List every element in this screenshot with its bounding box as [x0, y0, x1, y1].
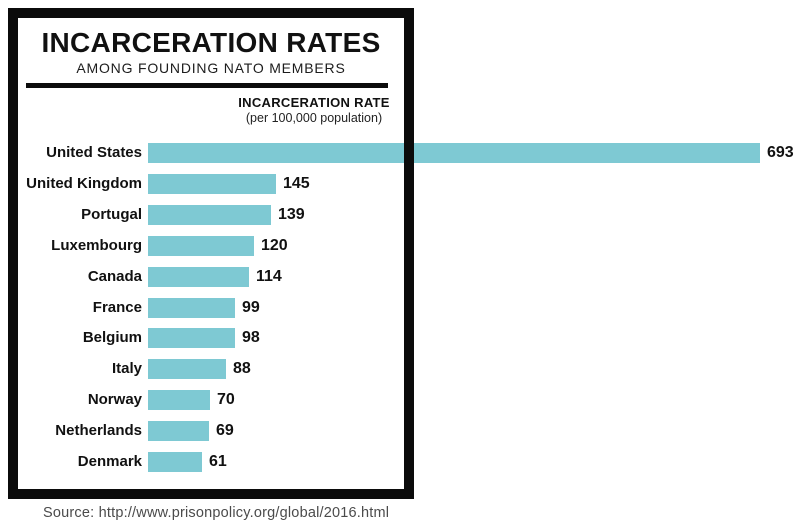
country-label: France	[92, 299, 142, 316]
value-label: 145	[283, 175, 310, 192]
country-label: Norway	[87, 391, 142, 408]
country-label: United Kingdom	[26, 175, 142, 192]
axis-title: INCARCERATION RATE	[238, 95, 390, 110]
bar	[148, 236, 254, 256]
bar	[148, 390, 210, 410]
bar	[148, 328, 235, 348]
value-label: 88	[233, 360, 251, 377]
header: INCARCERATION RATES AMONG FOUNDING NATO …	[18, 27, 404, 77]
bar	[148, 421, 209, 441]
axis-label-block: INCARCERATION RATE (per 100,000 populati…	[228, 95, 400, 125]
axis-subtitle: (per 100,000 population)	[245, 111, 383, 125]
value-label: 70	[217, 391, 235, 408]
country-label: Portugal	[81, 206, 142, 223]
value-label: 693	[767, 144, 794, 161]
source-citation: Source: http://www.prisonpolicy.org/glob…	[43, 505, 390, 521]
value-label: 61	[209, 453, 227, 470]
chart-row: France 99	[0, 298, 800, 318]
chart-row: Belgium 98	[0, 328, 800, 348]
value-label: 120	[261, 237, 288, 254]
chart-row: Italy 88	[0, 359, 800, 379]
chart-row: United Kingdom 145	[0, 174, 800, 194]
value-label: 69	[216, 422, 234, 439]
value-label: 139	[278, 206, 305, 223]
country-label: Belgium	[82, 329, 142, 346]
country-label: Denmark	[77, 453, 142, 470]
country-label: Luxembourg	[51, 237, 142, 254]
chart-row: Canada 114	[0, 267, 800, 287]
chart-row: Norway 70	[0, 390, 800, 410]
country-label: Italy	[111, 360, 142, 377]
chart-row: Luxembourg 120	[0, 236, 800, 256]
bar	[148, 359, 226, 379]
value-label: 98	[242, 329, 260, 346]
chart-row: Portugal 139	[0, 205, 800, 225]
bar	[148, 298, 235, 318]
value-label: 99	[242, 299, 260, 316]
country-label: Canada	[87, 268, 142, 285]
country-label: Netherlands	[55, 422, 142, 439]
bar	[148, 452, 202, 472]
chart-row: Denmark 61	[0, 452, 800, 472]
page-subtitle: AMONG FOUNDING NATO MEMBERS	[76, 60, 346, 77]
header-divider	[26, 83, 388, 88]
chart-row: United States 693	[0, 143, 800, 163]
bar	[148, 143, 760, 163]
chart-row: Netherlands 69	[0, 421, 800, 441]
country-label: United States	[46, 144, 142, 161]
bar	[148, 174, 276, 194]
bar	[148, 205, 271, 225]
bar	[148, 267, 249, 287]
value-label: 114	[256, 268, 282, 285]
page-title: INCARCERATION RATES	[41, 27, 381, 58]
